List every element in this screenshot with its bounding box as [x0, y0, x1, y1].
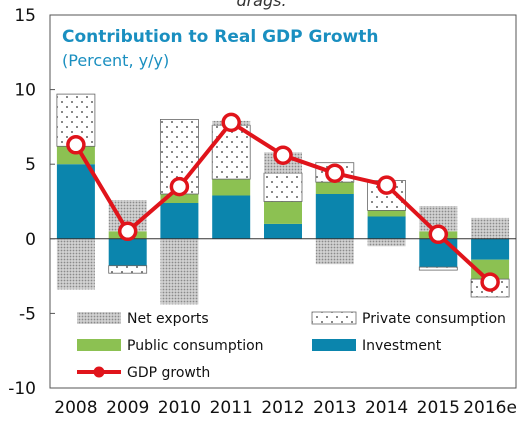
bar-public-consumption-2010	[160, 194, 199, 203]
bar-private-consumption-2011	[211, 125, 251, 180]
legend-label-public-consumption: Public consumption	[127, 338, 264, 354]
x-tick-label-2016e: 2016e	[463, 398, 517, 418]
top-caption: drags.	[236, 0, 287, 10]
bar-investment-2012	[264, 223, 302, 239]
bar-investment-2016e	[471, 238, 510, 260]
y-tick-label-5: 5	[25, 155, 36, 175]
x-tick-label-2014: 2014	[365, 398, 408, 418]
bar-investment-2010	[160, 203, 199, 239]
x-tick-label-2015: 2015	[417, 398, 460, 418]
bar-private-consumption-2012	[263, 172, 303, 202]
chart-title: Contribution to Real GDP Growth	[62, 27, 378, 47]
bar-investment-2009	[108, 238, 147, 266]
bar-net-exports-2010	[160, 238, 199, 305]
legend-label-net-exports: Net exports	[127, 311, 209, 327]
legend-label-gdp-growth: GDP growth	[127, 365, 210, 381]
x-tick-label-2011: 2011	[210, 398, 253, 418]
bar-net-exports-2008	[56, 238, 95, 290]
gdp-growth-point-2015	[428, 224, 449, 245]
x-tick-label-2012: 2012	[261, 398, 304, 418]
bar-private-consumption-2009	[108, 265, 148, 274]
chart-subtitle: (Percent, y/y)	[62, 51, 169, 70]
gdp-growth-point-2013	[325, 163, 345, 183]
legend-marker-gdp-growth	[93, 366, 105, 378]
bar-public-consumption-2011	[212, 179, 251, 196]
legend-label-private-consumption: Private consumption	[362, 311, 506, 327]
y-tick-label-15: 15	[14, 6, 36, 26]
gdp-growth-point-2016e	[480, 272, 500, 292]
bar-investment-2008	[56, 164, 95, 239]
bar-net-exports-2013	[315, 238, 354, 265]
gdp-growth-point-2010	[169, 176, 190, 197]
bar-net-exports-2016e	[471, 217, 510, 239]
gdp-growth-point-2009	[117, 221, 138, 242]
bar-public-consumption-2012	[264, 201, 302, 224]
y-tick-label-0: 0	[25, 230, 36, 250]
bar-investment-2013	[315, 194, 354, 239]
bar-net-exports-2014	[367, 238, 406, 247]
bar-public-consumption-2013	[315, 182, 354, 194]
y-tick-label--10: -10	[8, 379, 36, 399]
bar-investment-2011	[212, 195, 251, 239]
legend-swatch-net-exports	[77, 312, 121, 324]
x-tick-label-2008: 2008	[54, 398, 97, 418]
legend-swatch-public-consumption	[77, 339, 121, 351]
gdp-growth-point-2012	[273, 145, 293, 165]
y-tick-label-10: 10	[14, 81, 36, 101]
bar-public-consumption-2014	[367, 210, 406, 217]
bar-private-consumption-2015	[418, 266, 458, 271]
legend: Net exports Private consumption Public con…	[77, 311, 506, 381]
y-tick-label--5: -5	[19, 304, 36, 324]
gdp-growth-point-2011	[221, 112, 241, 133]
gdp-growth-point-2014	[376, 175, 397, 195]
legend-swatch-private-consumption	[311, 311, 357, 325]
bar-investment-2014	[367, 216, 406, 239]
x-tick-label-2010: 2010	[158, 398, 201, 418]
legend-label-investment: Investment	[362, 338, 442, 354]
legend-swatch-investment	[312, 339, 356, 351]
x-tick-label-2013: 2013	[313, 398, 356, 418]
gdp-growth-point-2008	[66, 135, 86, 155]
x-tick-label-2009: 2009	[106, 398, 149, 418]
